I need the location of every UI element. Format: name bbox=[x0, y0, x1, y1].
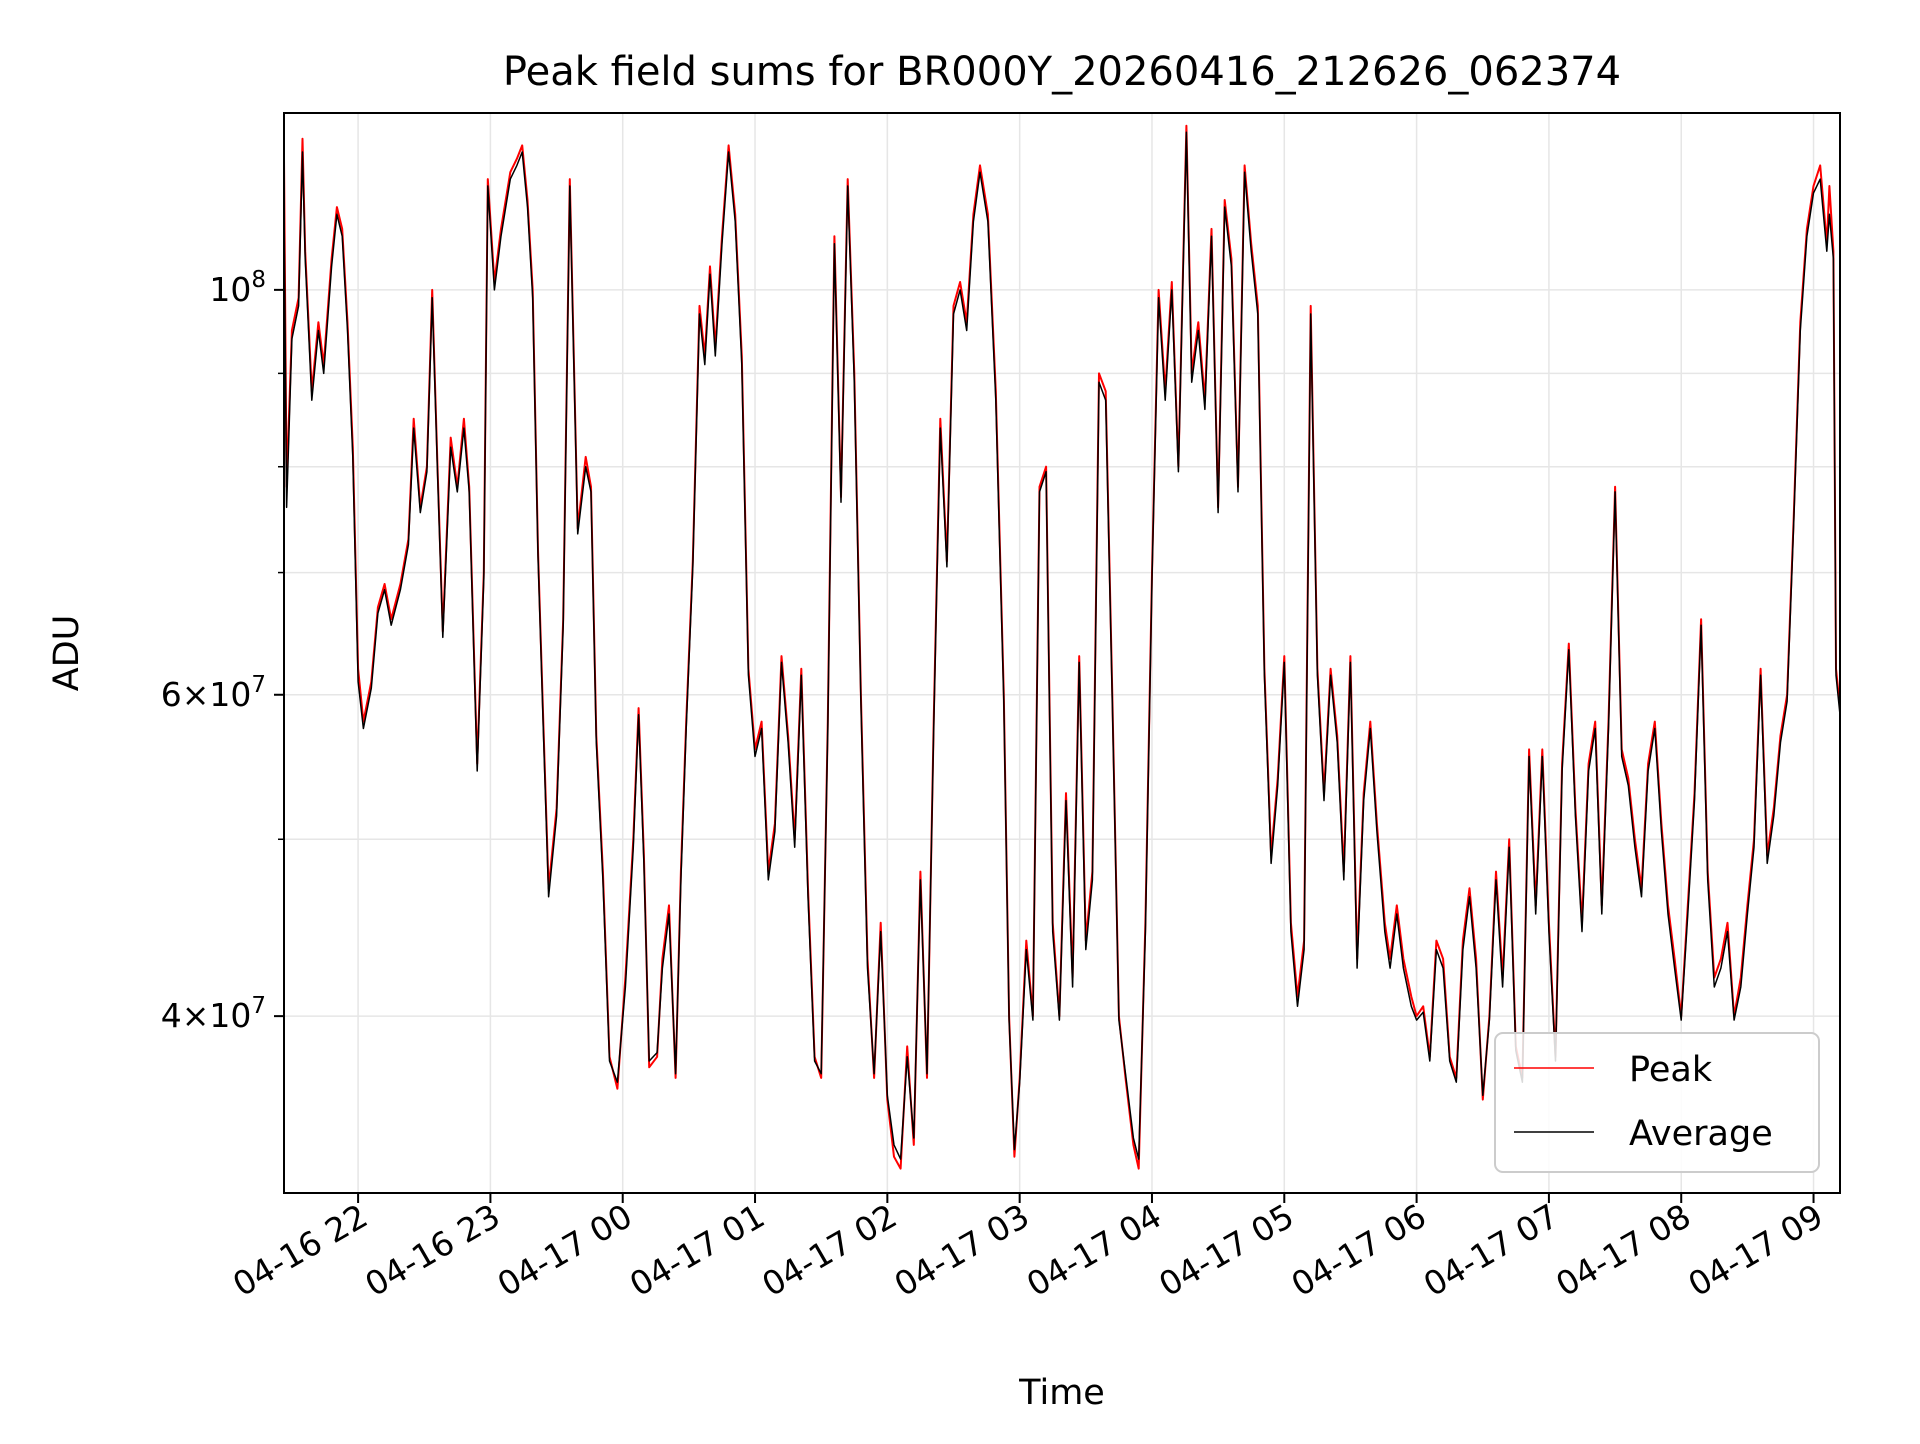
series-line-average bbox=[284, 131, 1840, 1160]
y-axis-ticks: 4×107 6×107 108 bbox=[161, 267, 284, 1035]
y-tick-label: 4×107 bbox=[161, 993, 266, 1035]
series-layer bbox=[284, 124, 1840, 1170]
legend-peak-label: Peak bbox=[1629, 1050, 1713, 1090]
y-tick-label: 108 bbox=[209, 267, 266, 309]
chart-title: Peak field sums for BR000Y_20260416_2126… bbox=[503, 49, 1621, 95]
plot-frame bbox=[283, 112, 1841, 1194]
x-axis-label: Time bbox=[1018, 1373, 1105, 1413]
legend-average-label: Average bbox=[1629, 1114, 1773, 1154]
y-axis-label: ADU bbox=[47, 615, 87, 692]
y-tick-label: 6×107 bbox=[161, 672, 266, 714]
legend: Peak Average bbox=[1494, 1032, 1820, 1173]
